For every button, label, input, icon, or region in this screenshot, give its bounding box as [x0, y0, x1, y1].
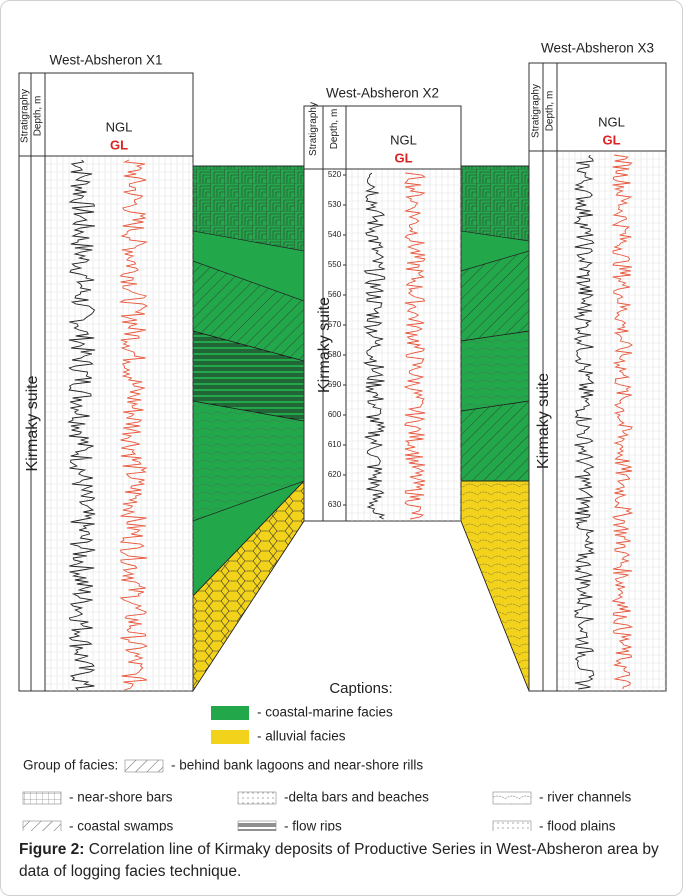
facies-swatch — [23, 792, 61, 804]
depth-tick: 530 — [328, 200, 342, 209]
depth-tick: 560 — [328, 290, 342, 299]
gl-label: GL — [602, 132, 620, 147]
depth-label: Depth, m — [33, 96, 44, 137]
group-label: Group of facies: — [23, 758, 118, 773]
facies-swatch — [125, 760, 163, 772]
ngl-label: NGL — [106, 119, 133, 134]
legend-swatch — [211, 706, 249, 720]
well-title: West-Absheron X3 — [541, 41, 654, 56]
facies-swatch — [493, 792, 531, 804]
suite-label: Kirmaky suite — [24, 375, 41, 471]
depth-tick: 550 — [328, 260, 342, 269]
depth-tick: 610 — [328, 440, 342, 449]
depth-tick: 580 — [328, 350, 342, 359]
depth-label: Depth, m — [329, 109, 340, 150]
figure-card: West-Absheron X1StratigraphyDepth, mNGLG… — [0, 0, 683, 896]
suite-label: Kirmaky suite — [535, 373, 552, 469]
legend-label: - alluvial facies — [257, 729, 346, 744]
legend-swatch — [211, 730, 249, 744]
facies-label: - river channels — [539, 790, 632, 805]
suite-label: Kirmaky suite — [316, 297, 333, 393]
gl-label: GL — [394, 150, 412, 165]
legend: Captions: - coastal-marine facies - alluvi… — [23, 680, 632, 831]
facies-swatch — [493, 821, 531, 831]
stratigraphy-label: Stratigraphy — [308, 102, 319, 156]
depth-tick: 540 — [328, 230, 342, 239]
depth-tick: 570 — [328, 320, 342, 329]
facies-label: - coastal swamps — [69, 819, 174, 831]
facies-label: - flow rips — [284, 819, 342, 831]
facies-swatch — [23, 821, 61, 831]
depth-tick: 620 — [328, 470, 342, 479]
ngl-label: NGL — [390, 132, 417, 147]
facies-label: -delta bars and beaches — [284, 790, 429, 805]
stratigraphy-label: Stratigraphy — [531, 84, 542, 138]
pattern-panel — [461, 401, 529, 481]
pattern-panel — [461, 166, 529, 241]
caption-label: Figure 2: — [19, 841, 84, 858]
well-title: West-Absheron X1 — [49, 53, 162, 68]
depth-label: Depth, m — [545, 91, 556, 132]
gl-label: GL — [110, 137, 128, 152]
depth-tick: 590 — [328, 380, 342, 389]
legend-label: - coastal-marine facies — [257, 705, 393, 720]
facies-label: - near-shore bars — [69, 790, 173, 805]
pattern-panel — [461, 481, 529, 691]
facies-label: - behind bank lagoons and near-shore ril… — [171, 758, 423, 773]
facies-swatch — [238, 792, 276, 804]
captions-title: Captions: — [329, 680, 392, 697]
well-title: West-Absheron X2 — [326, 86, 439, 101]
pattern-panel — [461, 331, 529, 411]
caption: Figure 2: Correlation line of Kirmaky de… — [19, 839, 664, 883]
ngl-label: NGL — [598, 114, 625, 129]
depth-tick: 630 — [328, 500, 342, 509]
caption-text: Correlation line of Kirmaky deposits of … — [19, 841, 659, 880]
facies-label: - flood plains — [539, 819, 616, 831]
depth-tick: 520 — [328, 170, 342, 179]
stratigraphy-label: Stratigraphy — [20, 89, 31, 143]
facies-swatch — [238, 821, 276, 831]
depth-tick: 600 — [328, 410, 342, 419]
